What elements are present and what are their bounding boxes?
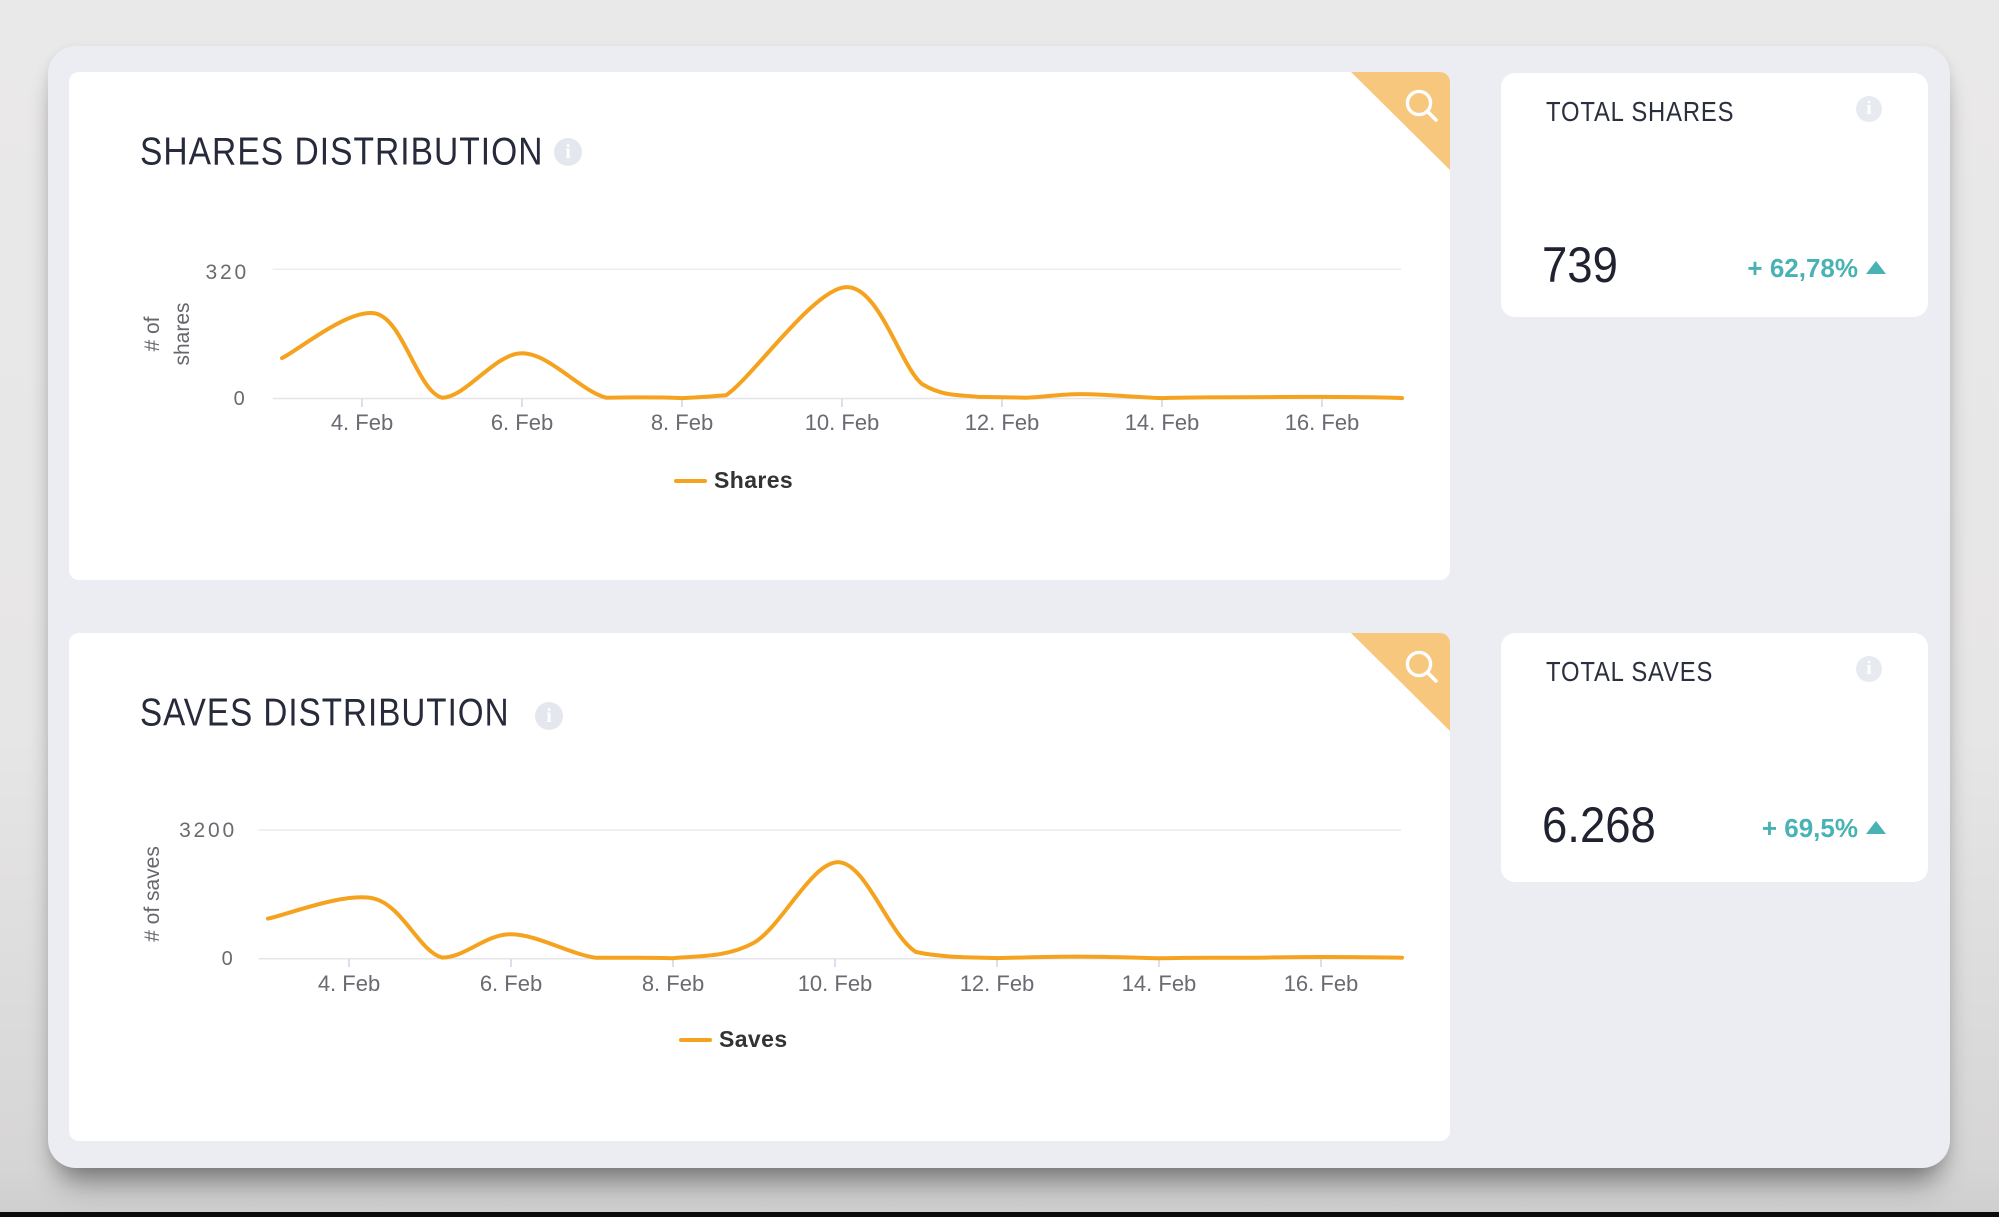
svg-text:0: 0 xyxy=(222,948,234,970)
svg-text:8. Feb: 8. Feb xyxy=(642,971,704,996)
svg-text:12. Feb: 12. Feb xyxy=(960,971,1035,996)
svg-text:320: 320 xyxy=(206,261,249,284)
svg-text:# of saves: # of saves xyxy=(141,846,164,942)
svg-text:12. Feb: 12. Feb xyxy=(965,410,1040,435)
svg-text:Saves: Saves xyxy=(719,1026,788,1052)
svg-text:4. Feb: 4. Feb xyxy=(331,410,393,435)
svg-text:6. Feb: 6. Feb xyxy=(491,410,553,435)
svg-text:0: 0 xyxy=(234,388,246,410)
svg-text:14. Feb: 14. Feb xyxy=(1125,410,1200,435)
svg-text:8. Feb: 8. Feb xyxy=(651,410,713,435)
svg-text:6. Feb: 6. Feb xyxy=(480,971,542,996)
svg-text:4. Feb: 4. Feb xyxy=(318,971,380,996)
svg-text:3200: 3200 xyxy=(179,819,237,842)
svg-text:10. Feb: 10. Feb xyxy=(805,410,880,435)
svg-text:16. Feb: 16. Feb xyxy=(1285,410,1360,435)
svg-text:Shares: Shares xyxy=(714,467,793,493)
svg-text:16. Feb: 16. Feb xyxy=(1284,971,1359,996)
svg-text:10. Feb: 10. Feb xyxy=(798,971,873,996)
svg-text:14. Feb: 14. Feb xyxy=(1122,971,1197,996)
